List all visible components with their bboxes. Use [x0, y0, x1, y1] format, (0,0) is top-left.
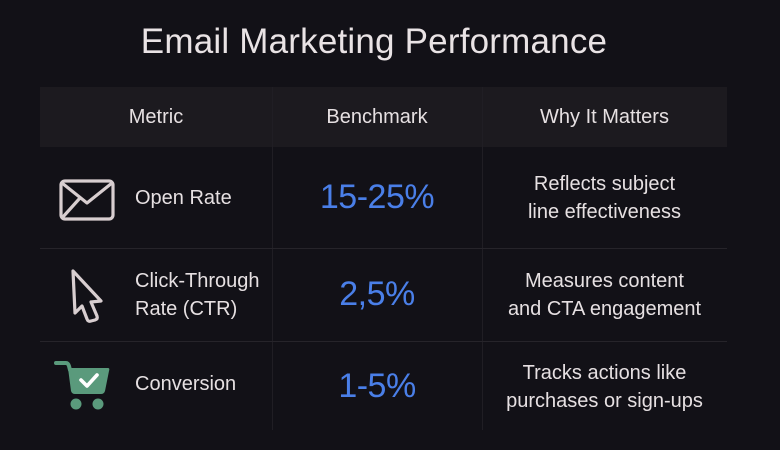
metric-cell: Conversion [40, 341, 272, 432]
page-title: Email Marketing Performance [140, 22, 608, 61]
metrics-table: Metric Benchmark Why It Matters Open Rat… [40, 87, 727, 432]
table-header: Metric Benchmark Why It Matters [40, 87, 727, 147]
metric-label: Click-Through Rate (CTR) [135, 267, 259, 323]
header-why-it-matters: Why It Matters [540, 105, 669, 128]
metric-label-line-2: Rate (CTR) [135, 298, 238, 320]
benchmark-value: 1-5% [338, 367, 416, 405]
header-metric: Metric [128, 105, 184, 128]
why-line-2: line effectiveness [527, 200, 682, 223]
header-benchmark: Benchmark [326, 105, 428, 128]
shopping-cart-check-icon [52, 355, 114, 417]
metric-cell: Click-Through Rate (CTR) [40, 248, 272, 341]
why-it-matters-text: Measures content and CTA engagement [482, 248, 727, 341]
benchmark-value: 2,5% [339, 275, 415, 313]
table-row: Click-Through Rate (CTR) 2,5% Measures c… [40, 248, 727, 341]
why-line-1: Reflects subject [533, 172, 676, 195]
metric-cell: Open Rate [40, 147, 272, 248]
column-divider [272, 87, 273, 430]
table-row: Open Rate 15-25% Reflects subject line e… [40, 147, 727, 248]
why-line-1: Measures content [525, 269, 684, 292]
row-divider [40, 341, 727, 342]
metric-label: Conversion [135, 373, 237, 395]
column-divider [482, 87, 483, 430]
why-it-matters-text: Tracks actions like purchases or sign-up… [482, 341, 727, 432]
metric-label: Open Rate [135, 187, 232, 209]
cursor-pointer-icon [56, 264, 118, 326]
metric-label-line-1: Click-Through [135, 270, 260, 292]
why-line-2: purchases or sign-ups [506, 389, 703, 412]
table-row: Conversion 1-5% Tracks actions like purc… [40, 341, 727, 432]
why-it-matters-text: Reflects subject line effectiveness [482, 147, 727, 248]
row-divider [40, 248, 727, 249]
envelope-icon [56, 169, 118, 231]
why-line-1: Tracks actions like [522, 361, 687, 384]
why-line-2: and CTA engagement [507, 297, 702, 320]
benchmark-value: 15-25% [319, 178, 435, 216]
